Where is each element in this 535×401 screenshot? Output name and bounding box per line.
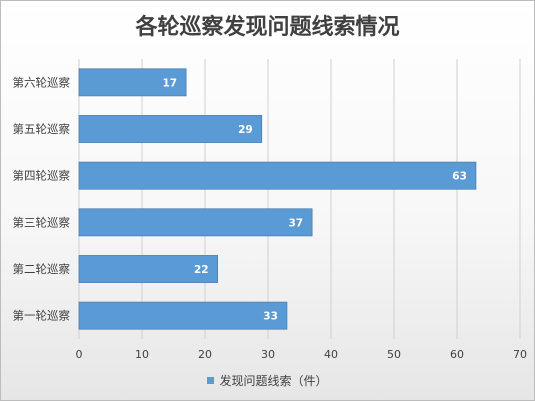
bar bbox=[78, 115, 263, 143]
data-label: 63 bbox=[452, 171, 467, 183]
legend-label: 发现问题线索（件） bbox=[219, 374, 328, 388]
category-label: 第五轮巡察 bbox=[13, 122, 71, 136]
chart-title: 各轮巡察发现问题线索情况 bbox=[135, 15, 400, 40]
x-tick-label: 50 bbox=[387, 348, 401, 361]
x-tick-label: 70 bbox=[513, 348, 527, 361]
x-tick-label: 0 bbox=[76, 348, 83, 361]
x-tick-label: 10 bbox=[135, 348, 149, 361]
data-label: 37 bbox=[288, 217, 303, 229]
bar bbox=[78, 208, 313, 237]
x-tick-label: 30 bbox=[261, 348, 275, 361]
data-label: 17 bbox=[162, 77, 177, 89]
category-label: 第一轮巡察 bbox=[13, 309, 71, 323]
category-label: 第四轮巡察 bbox=[13, 169, 71, 183]
x-tick-label: 20 bbox=[198, 348, 212, 361]
x-tick-label: 40 bbox=[324, 348, 338, 361]
data-label: 33 bbox=[263, 311, 278, 323]
bar bbox=[78, 301, 288, 330]
x-tick-label: 60 bbox=[450, 348, 464, 361]
data-label: 22 bbox=[194, 264, 209, 276]
bar bbox=[78, 68, 187, 97]
chart-legend: 发现问题线索（件） bbox=[1, 372, 534, 389]
category-label: 第二轮巡察 bbox=[13, 262, 71, 276]
legend-swatch bbox=[207, 377, 215, 384]
bar bbox=[78, 161, 477, 190]
category-label: 第六轮巡察 bbox=[13, 75, 71, 89]
data-label: 29 bbox=[238, 124, 253, 136]
bar bbox=[78, 255, 219, 283]
category-label: 第三轮巡察 bbox=[13, 215, 71, 229]
